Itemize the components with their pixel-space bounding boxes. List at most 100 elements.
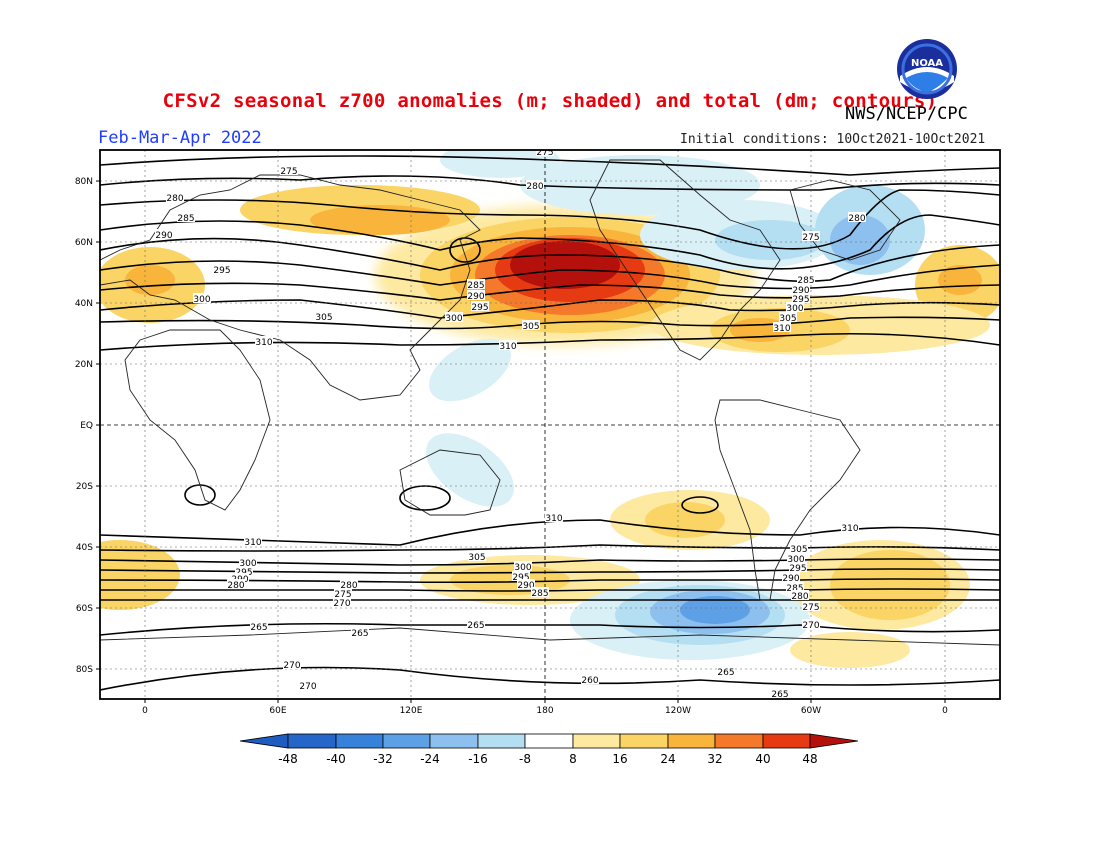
contour-label: 280	[166, 194, 183, 204]
contour-label: 295	[512, 573, 529, 583]
contour-label: 295	[792, 295, 809, 305]
lon-label: 0	[942, 706, 948, 716]
height-contours	[100, 155, 1000, 691]
season-label: Feb-Mar-Apr 2022	[98, 128, 262, 148]
colorbar-box	[287, 733, 337, 749]
contour-label: 265	[771, 690, 788, 700]
contour-label: 275	[280, 167, 297, 177]
colorbar-box	[524, 733, 574, 749]
contour-label: 280	[227, 581, 244, 591]
colorbar-box	[762, 733, 811, 749]
contour-label: 295	[471, 303, 488, 313]
colorbar-label: -16	[468, 752, 488, 766]
colorbar-box	[572, 733, 621, 749]
lat-label: 20N	[75, 360, 93, 370]
colorbar-box	[477, 733, 526, 749]
contour-label: 300	[445, 314, 462, 324]
contour-label: 300	[787, 555, 804, 565]
lat-label: 20S	[76, 482, 93, 492]
colorbar-right-arrow	[809, 733, 859, 749]
longitude-labels: 0 60E 120E 180 120W 60W 0	[142, 706, 948, 716]
contour-label: 290	[792, 286, 809, 296]
lat-label: 80S	[76, 665, 93, 675]
contour-label: 265	[467, 621, 484, 631]
colorbar-box	[335, 733, 384, 749]
svg-text:NOAA: NOAA	[911, 58, 943, 69]
contour-label: 275	[334, 590, 351, 600]
lon-label: 120W	[665, 706, 691, 716]
colorbar-label: 40	[755, 752, 770, 766]
contour-label: 275	[802, 233, 819, 243]
contour-label: 285	[177, 214, 194, 224]
lon-label: 180	[536, 706, 553, 716]
colorbar-box	[619, 733, 669, 749]
contour-label: 280	[848, 214, 865, 224]
contour-label: 310	[545, 514, 562, 524]
contour-label: 270	[283, 661, 300, 671]
contour-label: 260	[581, 676, 598, 686]
contour-label: 285	[786, 584, 803, 594]
contour-label: 310	[841, 524, 858, 534]
contour-labels: 275 280 280 285 290 295 300 305 310 285 …	[155, 148, 866, 700]
contour-label: 285	[531, 589, 548, 599]
contour-label: 265	[351, 629, 368, 639]
colorbar-left-arrow	[239, 733, 289, 749]
contour-label: 275	[536, 148, 553, 158]
graticule	[100, 150, 1000, 699]
contour-label: 305	[468, 553, 485, 563]
colorbar-label: -24	[420, 752, 440, 766]
contour-label: 265	[250, 623, 267, 633]
colorbar-label: -40	[326, 752, 346, 766]
contour-label: 280	[340, 581, 357, 591]
lat-label: 40S	[76, 543, 93, 553]
contour-label: 290	[155, 231, 172, 241]
colorbar-box	[429, 733, 479, 749]
lon-label: 0	[142, 706, 148, 716]
colorbar-label: -32	[373, 752, 393, 766]
colorbar-label: -48	[278, 752, 298, 766]
contour-label: 290	[517, 581, 534, 591]
contour-label: 290	[467, 292, 484, 302]
lat-label: 80N	[75, 177, 93, 187]
contour-label: 305	[790, 545, 807, 555]
colorbar-box	[714, 733, 764, 749]
contour-label: 300	[786, 304, 803, 314]
colorbar-label: 24	[660, 752, 675, 766]
contour-label: 305	[522, 322, 539, 332]
contour-label: 310	[244, 538, 261, 548]
contour-label: 270	[333, 599, 350, 609]
lon-label: 60W	[801, 706, 821, 716]
contour-label: 270	[802, 621, 819, 631]
lon-label: 120E	[400, 706, 423, 716]
lat-label: 60S	[76, 604, 93, 614]
colorbar-box	[667, 733, 716, 749]
noaa-logo: NOAA	[897, 39, 957, 99]
contour-label: 280	[791, 592, 808, 602]
contour-label: 295	[213, 266, 230, 276]
contour-label: 295	[789, 564, 806, 574]
contour-label: 305	[779, 314, 796, 324]
contour-label: 270	[299, 682, 316, 692]
lat-label: 40N	[75, 299, 93, 309]
agency-label: NWS/NCEP/CPC	[845, 104, 968, 124]
colorbar-label: 8	[569, 752, 577, 766]
contour-label: 300	[239, 559, 256, 569]
contour-label: 275	[802, 603, 819, 613]
contour-label: 300	[193, 295, 210, 305]
contour-label: 285	[797, 276, 814, 286]
contour-label: 285	[467, 281, 484, 291]
contour-label: 305	[315, 313, 332, 323]
colorbar-label: 32	[707, 752, 722, 766]
contour-label: 280	[526, 182, 543, 192]
contour-label: 265	[717, 668, 734, 678]
colorbar-label: 16	[612, 752, 627, 766]
lat-label: EQ	[80, 421, 93, 431]
initial-conditions-label: Initial conditions: 10Oct2021-10Oct2021	[680, 132, 986, 147]
contour-label: 300	[514, 563, 531, 573]
colorbar-label: 48	[802, 752, 817, 766]
axis-ticks	[96, 180, 946, 703]
lat-label: 60N	[75, 238, 93, 248]
colorbar	[239, 733, 859, 749]
contour-label: 310	[255, 338, 272, 348]
